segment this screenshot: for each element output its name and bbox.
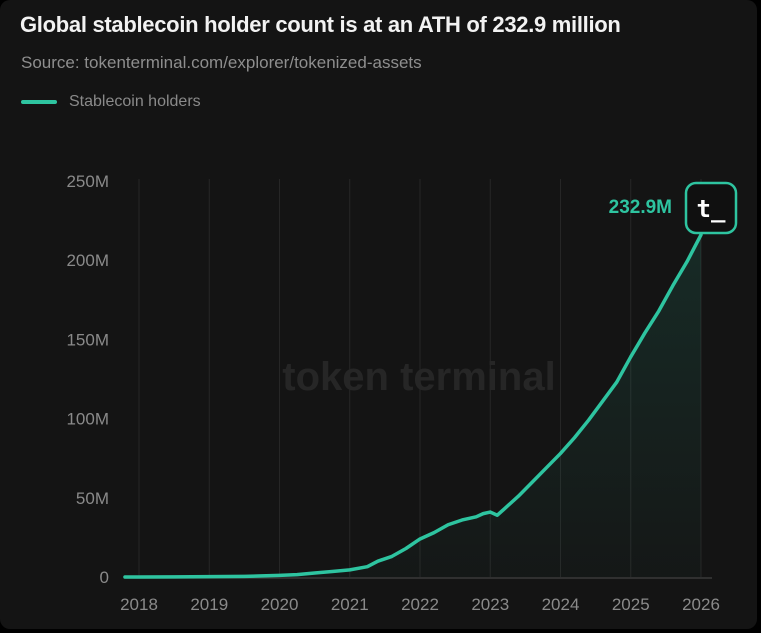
- ath-annotation: 232.9M t_: [609, 181, 738, 235]
- x-tick-label: 2018: [120, 595, 158, 614]
- chart-source[interactable]: Source: tokenterminal.com/explorer/token…: [21, 53, 422, 72]
- legend: Stablecoin holders: [21, 91, 201, 113]
- logo-badge-text: t_: [697, 195, 726, 223]
- x-tick-label: 2024: [542, 595, 580, 614]
- x-tick-label: 2019: [190, 595, 228, 614]
- ath-value-label: 232.9M: [609, 197, 672, 218]
- y-tick-label: 250M: [66, 172, 109, 191]
- x-tick-label: 2025: [612, 595, 650, 614]
- watermark-text: token terminal: [282, 355, 555, 399]
- legend-swatch: [21, 100, 57, 104]
- x-tick-label: 2022: [401, 595, 439, 614]
- logo-badge: [684, 181, 738, 235]
- y-tick-label: 50M: [76, 489, 109, 508]
- chart-title: Global stablecoin holder count is at an …: [20, 12, 621, 37]
- series-line-stablecoin-holders: [123, 206, 703, 579]
- axis-labels: 0 50M 100M 150M 200M 250M 2018 2019 2020 2021 2022…: [66, 172, 719, 614]
- y-tick-label: 200M: [66, 251, 109, 270]
- y-tick-label: 100M: [66, 410, 109, 429]
- series-area-0: [124, 208, 701, 577]
- series-line-layer: [123, 206, 703, 579]
- area-fill: [124, 208, 701, 577]
- x-tick-label: 2020: [261, 595, 299, 614]
- legend-label: Stablecoin holders: [69, 93, 201, 110]
- x-tick-label: 2026: [682, 595, 720, 614]
- x-tick-label: 2021: [331, 595, 369, 614]
- y-tick-label: 150M: [66, 330, 109, 349]
- y-tick-label: 0: [100, 568, 109, 587]
- x-tick-label: 2023: [471, 595, 509, 614]
